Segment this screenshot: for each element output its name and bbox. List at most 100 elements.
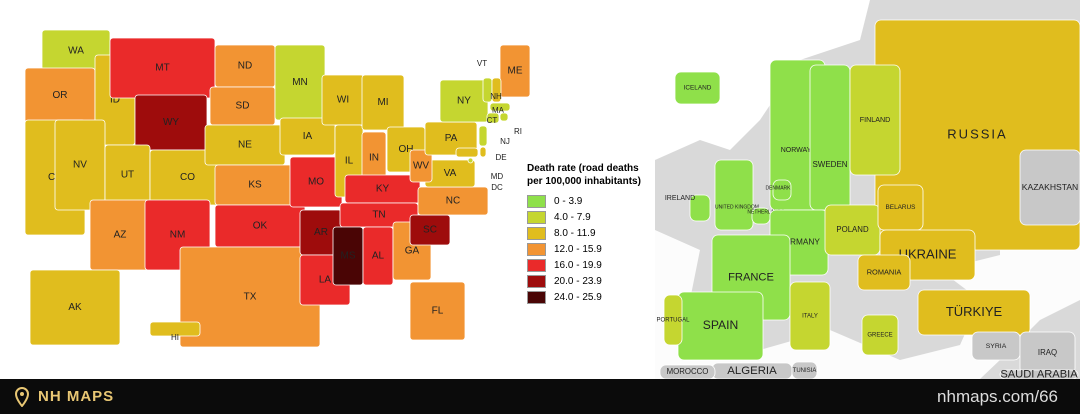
region-label: ALGERIA	[727, 365, 777, 377]
region	[29, 269, 121, 346]
region	[149, 321, 201, 337]
region-label: MD	[491, 172, 504, 181]
region-label: ID	[110, 95, 120, 106]
region-label: AR	[314, 227, 328, 238]
region-label: ND	[238, 61, 252, 72]
region	[467, 157, 474, 164]
region-label: MI	[377, 97, 388, 108]
region-label: RI	[514, 127, 522, 136]
region	[478, 125, 488, 147]
region	[486, 112, 500, 124]
region-label: KY	[376, 184, 390, 195]
region	[663, 294, 683, 346]
region-label: NORWAY	[781, 147, 812, 154]
legend-label: 4.0 - 7.9	[554, 212, 591, 223]
region	[791, 361, 818, 379]
region-label: DENMARK	[765, 185, 791, 191]
region-label: SD	[236, 101, 250, 112]
legend-item: 12.0 - 15.9	[527, 242, 647, 257]
legend-swatch	[527, 291, 546, 304]
legend-label: 0 - 3.9	[554, 196, 583, 207]
region	[857, 254, 911, 291]
region-label: MA	[492, 106, 505, 115]
region-label: NJ	[500, 137, 510, 146]
legend-swatch	[527, 243, 546, 256]
region-label: ROMANIA	[867, 267, 902, 276]
region-label: SYRIA	[986, 343, 1007, 350]
region-label: UT	[121, 170, 134, 181]
legend-label: 8.0 - 11.9	[554, 228, 596, 239]
region-label: VA	[444, 168, 457, 179]
region-label: IL	[345, 156, 354, 167]
region-label: TUNISIA	[793, 368, 817, 374]
region-label: SC	[423, 225, 437, 236]
legend-swatch	[527, 275, 546, 288]
region-label: SPAIN	[703, 318, 739, 332]
region-label: TN	[372, 210, 385, 221]
region-label: KS	[248, 180, 262, 191]
region	[999, 369, 1079, 379]
region-label: MT	[155, 63, 169, 74]
region-label: IRAQ	[1038, 348, 1057, 357]
region-label: NE	[238, 140, 252, 151]
region	[789, 281, 831, 351]
legend-label: 20.0 - 23.9	[554, 276, 602, 287]
legend-title: Death rate (road deaths per 100,000 inha…	[527, 163, 641, 187]
region-label: WA	[68, 46, 84, 57]
region-label: NETHERLANDS	[747, 209, 785, 215]
legend-item: 24.0 - 25.9	[527, 290, 647, 305]
region-label: SWEDEN	[812, 160, 847, 169]
region-label: HI	[171, 333, 179, 342]
region-label: RUSSIA	[947, 126, 1007, 141]
legend-item: 0 - 3.9	[527, 194, 647, 209]
region	[861, 314, 899, 356]
region-label: UNITED KINGDOM	[715, 204, 759, 210]
region	[659, 364, 716, 379]
region	[809, 64, 851, 211]
region-label: LA	[319, 275, 332, 286]
region-label: SAUDI ARABIA	[1000, 368, 1078, 379]
region	[499, 112, 509, 122]
region-label: IA	[303, 131, 313, 142]
region-label: CT	[487, 116, 498, 125]
region-label: GA	[405, 246, 420, 257]
region	[1019, 149, 1080, 226]
region	[499, 44, 531, 98]
region-label: GERMANY	[778, 238, 820, 247]
region-label: UKRAINE	[899, 246, 957, 261]
region-label: DC	[491, 183, 503, 192]
pin-icon	[14, 386, 30, 407]
region	[409, 149, 433, 183]
region-label: IN	[369, 153, 379, 164]
region-label: MN	[292, 77, 308, 88]
legend-item: 4.0 - 7.9	[527, 210, 647, 225]
region	[714, 159, 754, 231]
region	[361, 74, 405, 131]
region	[824, 204, 881, 256]
region-label: TÜRKIYE	[946, 304, 1003, 319]
region-label: PA	[445, 133, 458, 144]
region	[689, 194, 711, 222]
legend-label: 24.0 - 25.9	[554, 292, 602, 303]
map: WAORCAIDNVMTWYUTCOAZNMNDSDNEKSOKTXMNIAMO…	[24, 0, 1080, 379]
region-label: FINLAND	[860, 116, 890, 124]
region-label: ICELAND	[684, 85, 712, 92]
legend-label: 12.0 - 15.9	[554, 244, 602, 255]
region-label: MS	[341, 251, 356, 262]
region-label: ME	[508, 66, 523, 77]
region-label: KAZAKHSTAN	[1022, 182, 1078, 192]
region-label: AL	[372, 251, 385, 262]
region-label: AZ	[114, 230, 127, 241]
region	[491, 77, 502, 103]
region-label: FL	[432, 306, 444, 317]
region	[409, 281, 466, 341]
footer: NH MAPS nhmaps.com/66	[0, 379, 1080, 414]
region-label: NM	[170, 230, 186, 241]
region-label: VT	[477, 59, 487, 68]
region-label: NH	[490, 92, 502, 101]
legend-label: 16.0 - 19.9	[554, 260, 602, 271]
url: nhmaps.com/66	[937, 386, 1058, 406]
region-label: GREECE	[867, 333, 892, 339]
region-label: ITALY	[802, 314, 818, 320]
